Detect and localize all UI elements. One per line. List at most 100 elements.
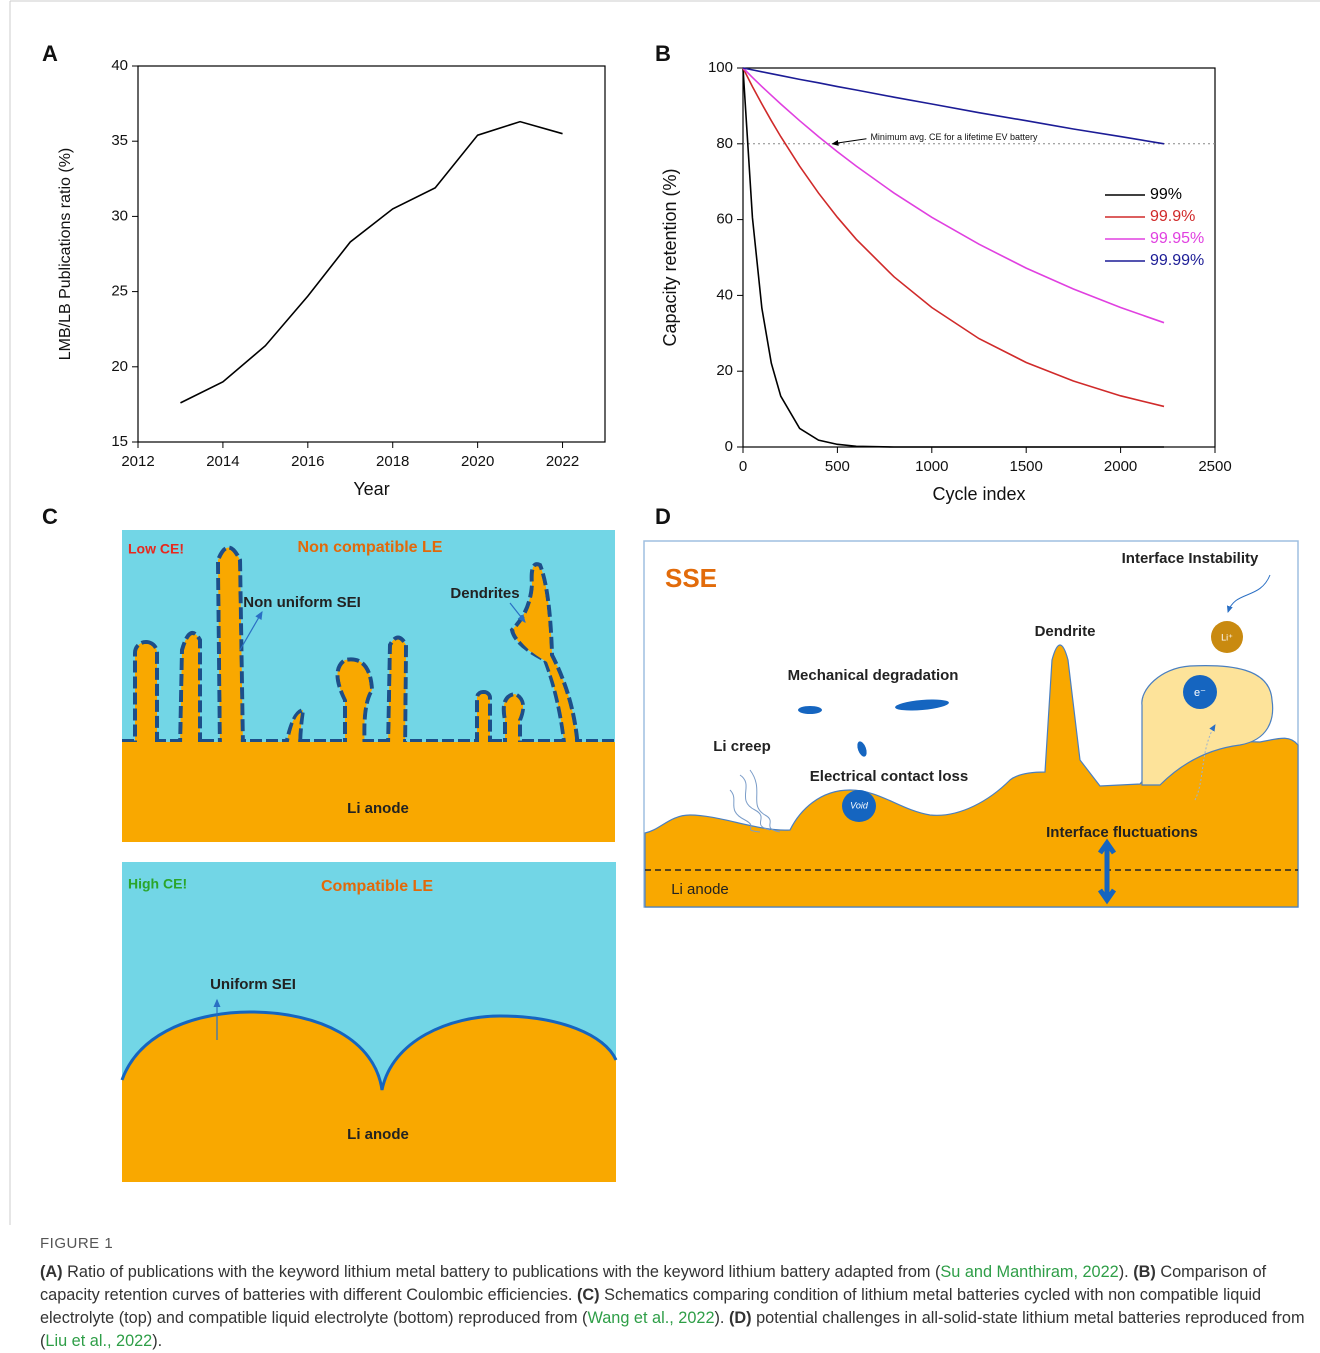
y-tick-label: 60 — [716, 211, 733, 228]
caption-link[interactable]: Su and Manthiram, 2022 — [940, 1263, 1119, 1281]
y-tick-label: 15 — [111, 433, 128, 450]
panel-c-top: Low CE! Non compatible LE Non uniform SE… — [122, 530, 615, 842]
legend-label: 99.99% — [1150, 252, 1204, 269]
anode-label: Li anode — [347, 1126, 409, 1143]
mechanical-label: Mechanical degradation — [788, 667, 959, 684]
y-tick-label: 100 — [708, 59, 733, 76]
x-tick-label: 2000 — [1104, 458, 1137, 475]
annotation-arrow — [831, 138, 867, 146]
legend-label: 99.95% — [1150, 230, 1204, 247]
instability-region — [1141, 665, 1274, 786]
y-tick-label: 25 — [111, 283, 128, 300]
x-tick-label: 2022 — [546, 453, 579, 470]
legend-label: 99% — [1150, 186, 1182, 203]
creep-label: Li creep — [713, 738, 771, 755]
electron — [1183, 675, 1217, 709]
x-tick-label: 2012 — [121, 453, 154, 470]
pointer — [1226, 574, 1271, 613]
plot-frame — [742, 67, 1216, 448]
electrolyte-label: Compatible LE — [321, 878, 433, 895]
ion-label: Li⁺ — [1221, 632, 1233, 642]
panel-c-bottom: High CE! Compatible LE Uniform SEI Li an… — [120, 862, 618, 1182]
y-tick-label: 80 — [716, 135, 733, 152]
instability-label: Interface Instability — [1122, 550, 1259, 567]
anode-region — [122, 1012, 616, 1182]
sei-label: Non uniform SEI — [243, 594, 361, 611]
void-label: Void — [850, 800, 869, 810]
y-tick-label: 20 — [111, 358, 128, 375]
x-tick-label: 0 — [739, 458, 747, 475]
x-tick-label: 1500 — [1010, 458, 1043, 475]
sei-label: Uniform SEI — [210, 976, 296, 993]
caption-text: Schematics comparing condition of lithiu… — [40, 1286, 1262, 1327]
y-tick-label: 40 — [111, 57, 128, 74]
dendrite-label: Dendrite — [1035, 623, 1096, 640]
fluctuation-arrow — [1097, 838, 1117, 905]
dendrite-fill — [137, 551, 576, 754]
panel-label: C — [42, 504, 58, 529]
x-tick-label: 2020 — [461, 453, 494, 470]
debris — [798, 699, 949, 822]
line — [742, 67, 1165, 324]
pointer — [1194, 724, 1216, 801]
panel-label: D — [655, 504, 671, 529]
x-tick-label: 500 — [825, 458, 850, 475]
electrolyte-label: Non compatible LE — [298, 539, 443, 556]
caption-text: (A) — [40, 1263, 63, 1281]
fluctuations-label: Interface fluctuations — [1046, 824, 1198, 841]
y-axis-title: Capacity retention (%) — [660, 168, 680, 346]
y-axis-title: LMB/LB Publications ratio (%) — [57, 148, 74, 361]
caption-title: FIGURE 1 — [40, 1235, 114, 1252]
y-tick-label: 35 — [111, 132, 128, 149]
anode-label: Li anode — [347, 800, 409, 817]
dendrites-label: Dendrites — [450, 585, 519, 602]
x-tick-label: 2016 — [291, 453, 324, 470]
ion — [1211, 621, 1243, 653]
anode-label: Li anode — [671, 881, 729, 898]
creep-lines — [729, 769, 781, 833]
x-tick-label: 1000 — [915, 458, 948, 475]
contact-label: Electrical contact loss — [810, 768, 968, 785]
legend-label: 99.9% — [1150, 208, 1195, 225]
figure: C Low CE! Non comp — [9, 0, 1320, 1225]
caption-text: (B) — [1133, 1263, 1156, 1281]
x-tick-label: 2500 — [1198, 458, 1231, 475]
status-label: High CE! — [128, 876, 187, 892]
status-label: Low CE! — [128, 541, 184, 557]
pointer — [509, 602, 526, 623]
caption-text: Comparison of capacity retention curves … — [40, 1263, 1267, 1304]
caption-text: ). — [152, 1332, 163, 1350]
y-tick-label: 0 — [725, 438, 733, 455]
pointer — [239, 610, 263, 651]
x-axis-title: Year — [353, 479, 389, 499]
panel-label: B — [655, 41, 671, 66]
anode-region — [122, 742, 615, 842]
line — [180, 120, 563, 404]
plot-frame — [137, 65, 606, 443]
caption-link[interactable]: Liu et al., 2022 — [45, 1332, 153, 1350]
caption-link[interactable]: Wang et al., 2022 — [587, 1309, 715, 1327]
annotation: Minimum avg. CE for a lifetime EV batter… — [870, 132, 1038, 142]
y-tick-label: 30 — [111, 207, 128, 224]
caption-text: ). — [1118, 1263, 1134, 1281]
electrolyte-label: SSE — [665, 563, 717, 593]
panel-label: A — [42, 41, 58, 66]
line — [742, 67, 1165, 408]
caption-text: Ratio of publications with the keyword l… — [62, 1263, 941, 1281]
x-axis-title: Cycle index — [932, 484, 1025, 504]
caption-text: (D) — [728, 1309, 752, 1327]
caption-text: ). — [714, 1309, 729, 1327]
x-tick-label: 2018 — [376, 453, 409, 470]
caption-text: (C) — [576, 1286, 600, 1304]
panel-d: SSE Interface Instability Li⁺ e⁻ Dendrit… — [643, 540, 1299, 908]
x-tick-label: 2014 — [206, 453, 239, 470]
y-tick-label: 40 — [716, 286, 733, 303]
y-tick-label: 20 — [716, 362, 733, 379]
line — [742, 67, 1165, 145]
caption: FIGURE 1 (A) Ratio of publications with t… — [40, 1232, 1312, 1353]
electron-label: e⁻ — [1194, 687, 1206, 699]
line — [742, 67, 1165, 448]
caption-text: potential challenges in all-solid-state … — [40, 1309, 1305, 1350]
sei-line — [120, 1010, 618, 1091]
